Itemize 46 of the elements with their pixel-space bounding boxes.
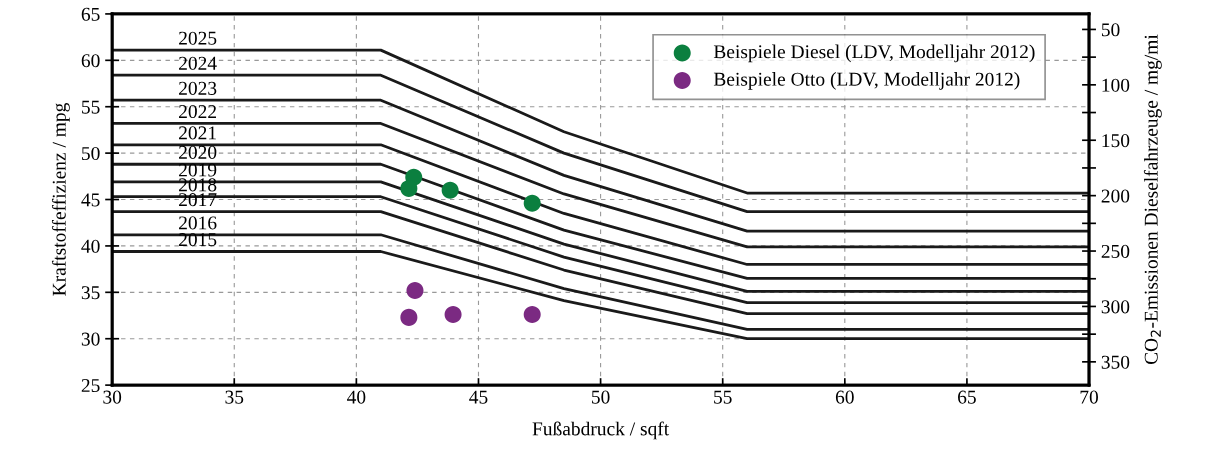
x-tick-label: 40 — [347, 390, 366, 404]
y2-tick-label: 150 — [1102, 134, 1130, 148]
y2-tick-label: 50 — [1101, 23, 1120, 37]
y-tick-label: 60 — [81, 54, 100, 68]
y-tick-label: 65 — [81, 7, 100, 21]
x-tick-label: 35 — [225, 390, 244, 404]
y-tick-label: 30 — [81, 332, 100, 346]
x-tick-label: 70 — [1080, 390, 1098, 404]
y2-tick-label: 100 — [1102, 78, 1130, 92]
point — [441, 181, 459, 199]
point — [523, 306, 541, 324]
x-tick-label: 45 — [469, 390, 488, 404]
point — [400, 179, 418, 197]
point — [444, 306, 462, 324]
x-tick-label: 50 — [592, 390, 610, 404]
x-tick-label: 65 — [958, 390, 976, 404]
y2-tick-label: 350 — [1101, 355, 1130, 369]
y-tick-label: 45 — [81, 193, 100, 207]
y-axis-title: Kraftstoffeffizienz / mpg — [51, 103, 70, 296]
y-tick-label: 40 — [81, 239, 100, 253]
point — [406, 281, 424, 299]
point — [400, 308, 418, 326]
point — [523, 194, 541, 212]
legend-label: Beispiele Diesel (LDV, Modelljahr 2012) — [713, 44, 1035, 63]
y-tick-label: 25 — [81, 378, 100, 393]
series-label: 2025 — [179, 31, 217, 45]
y2-tick-label: 200 — [1101, 189, 1130, 203]
series-label: 2016 — [179, 216, 217, 230]
series-label: 2024 — [179, 56, 217, 70]
y-tick-label: 50 — [82, 146, 100, 161]
y2-axis-title: CO$_{2}$-Emissionen Dieselfahrzeuge / mg/mi — [1143, 34, 1162, 365]
y-tick-label: 55 — [82, 100, 100, 114]
series-label: 2015 — [179, 233, 217, 247]
series-label: 2020 — [179, 145, 217, 159]
y-tick-label: 35 — [81, 286, 100, 300]
series-label: 2022 — [179, 104, 217, 119]
x-tick-label: 30 — [103, 390, 122, 404]
x-tick-label: 55 — [714, 390, 732, 404]
x-axis-title: Fußabdruck / sqft — [532, 421, 670, 440]
y2-tick-label: 250 — [1101, 244, 1130, 258]
x-tick-label: 60 — [835, 390, 854, 404]
legend-label: Beispiele Otto (LDV, Modelljahr 2012) — [713, 72, 1020, 90]
series-label: 2023 — [179, 81, 217, 95]
y2-tick-label: 300 — [1101, 300, 1130, 314]
series-label: 2021 — [179, 126, 216, 140]
series-label: 2019 — [179, 163, 217, 177]
